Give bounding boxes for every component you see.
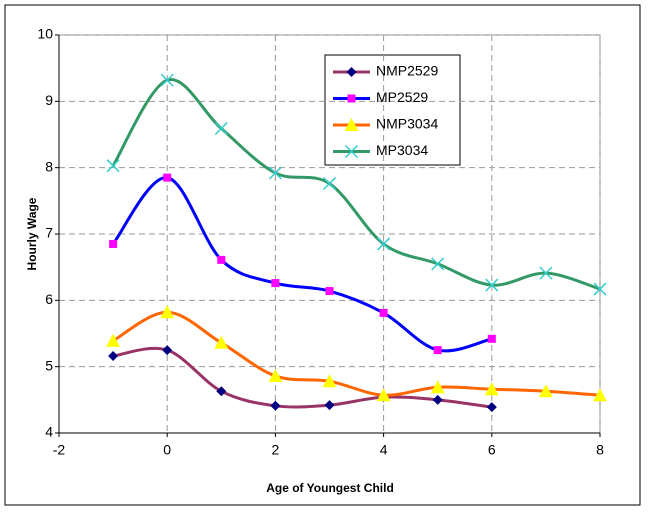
marker <box>485 278 499 292</box>
series-line <box>111 78 601 291</box>
legend-label: MP3034 <box>376 142 428 158</box>
marker <box>160 73 174 87</box>
marker <box>322 177 337 191</box>
y-tick-label: 9 <box>45 92 53 108</box>
marker <box>109 239 118 248</box>
marker <box>106 159 120 173</box>
marker <box>430 380 445 394</box>
marker <box>325 287 334 296</box>
legend-marker <box>346 67 357 77</box>
marker <box>216 386 227 397</box>
marker <box>376 388 391 402</box>
x-axis-label: Age of Youngest Child <box>266 481 394 495</box>
x-tick-label: 4 <box>380 442 388 458</box>
marker <box>163 173 172 182</box>
x-tick-label: 8 <box>596 442 604 458</box>
marker <box>268 166 282 180</box>
legend-marker <box>347 94 356 103</box>
marker <box>324 400 335 411</box>
y-tick-label: 8 <box>45 158 53 174</box>
marker <box>214 121 228 136</box>
marker <box>487 334 496 343</box>
series-line <box>112 346 493 409</box>
marker <box>377 237 391 251</box>
marker <box>484 382 499 396</box>
x-tick-label: 0 <box>163 442 171 458</box>
marker <box>593 388 607 402</box>
series-line <box>112 310 601 397</box>
y-axis-label: Hourly Wage <box>25 197 39 270</box>
marker <box>486 402 497 413</box>
x-tick-label: 2 <box>272 442 280 458</box>
marker <box>108 351 119 362</box>
marker <box>270 400 281 411</box>
marker <box>106 333 121 347</box>
legend-label: MP2529 <box>376 89 428 105</box>
y-tick-label: 6 <box>45 291 53 307</box>
x-tick-label: 6 <box>488 442 496 458</box>
marker <box>379 308 388 317</box>
legend-marker <box>344 144 359 159</box>
legend-label: NMP2529 <box>376 63 438 79</box>
x-tick-label: -2 <box>53 442 66 458</box>
marker <box>214 335 229 349</box>
marker <box>322 374 337 388</box>
marker <box>217 255 226 264</box>
marker <box>160 305 175 319</box>
marker <box>432 394 443 405</box>
legend-label: NMP3034 <box>376 116 438 132</box>
marker <box>539 266 553 280</box>
marker <box>271 279 280 288</box>
marker <box>538 384 553 398</box>
legend-marker <box>344 118 359 131</box>
marker <box>433 346 442 355</box>
marker <box>268 368 283 382</box>
marker <box>162 345 173 356</box>
marker <box>431 257 445 271</box>
y-tick-label: 4 <box>45 424 53 440</box>
y-tick-label: 7 <box>45 225 53 241</box>
y-tick-label: 5 <box>45 357 53 373</box>
y-tick-label: 10 <box>37 26 53 42</box>
marker <box>593 282 607 296</box>
